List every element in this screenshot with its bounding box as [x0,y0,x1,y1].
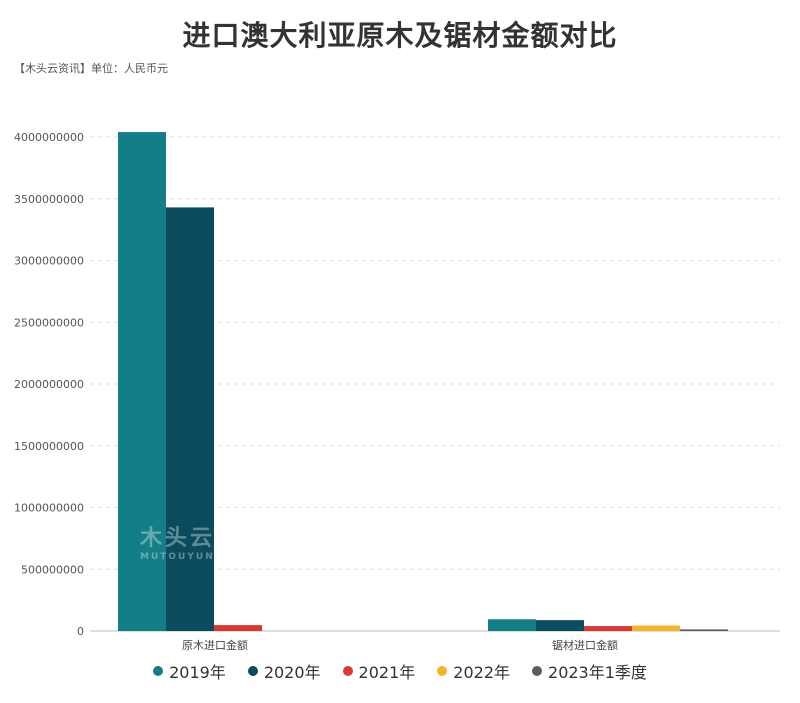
watermark-en: MUTOUYUN [140,552,215,562]
watermark-logo: 木头云 MUTOUYUN [140,520,215,562]
bar[interactable] [536,620,584,631]
y-tick-label: 500000000 [21,563,84,576]
bar[interactable] [632,625,680,631]
chart-subtitle: 【木头云资讯】单位：人民币元 [14,62,168,75]
y-tick-label: 2000000000 [14,378,84,391]
y-tick-label: 0 [77,625,84,638]
bar[interactable] [680,629,728,631]
legend-label: 2023年1季度 [548,663,647,682]
legend-item[interactable]: 2021年 [342,659,416,683]
y-axis: 0 500000000 1000000000 1500000000 2000000000… [14,131,84,638]
x-axis: 原木进口金额 锯材进口金额 [182,638,618,652]
bar[interactable] [214,625,262,631]
y-tick-label: 1500000000 [14,440,84,453]
bar[interactable] [118,132,166,631]
bars [118,132,728,631]
legend-label: 2022年 [453,663,511,682]
y-tick-label: 1000000000 [14,502,84,515]
x-category-label: 原木进口金额 [182,638,248,652]
x-category-label: 锯材进口金额 [552,638,618,652]
legend-label: 2021年 [358,663,416,682]
bar[interactable] [488,619,536,631]
bar[interactable] [584,626,632,631]
legend-item[interactable]: 2019年 [153,659,226,683]
y-tick-label: 2500000000 [14,316,84,329]
legend: 2019年 2020年 2021年 2022年 2023年1季度 [0,659,800,683]
legend-marker-icon [153,666,164,676]
legend-item[interactable]: 2022年 [437,659,510,683]
legend-label: 2019年 [169,663,226,682]
legend-marker-icon [532,666,543,676]
chart-title: 进口澳大利亚原木及锯材金额对比 [182,19,618,52]
watermark-cn: 木头云 [140,526,216,551]
y-tick-label: 4000000000 [14,131,84,144]
y-tick-label: 3500000000 [14,193,84,206]
legend-marker-icon [437,666,448,676]
bar[interactable] [166,207,214,631]
y-tick-label: 3000000000 [14,255,84,268]
legend-marker-icon [247,666,258,676]
legend-item[interactable]: 2023年1季度 [532,659,647,683]
legend-label: 2020年 [263,663,321,682]
legend-item[interactable]: 2020年 [247,659,321,683]
legend-marker-icon [342,666,353,676]
